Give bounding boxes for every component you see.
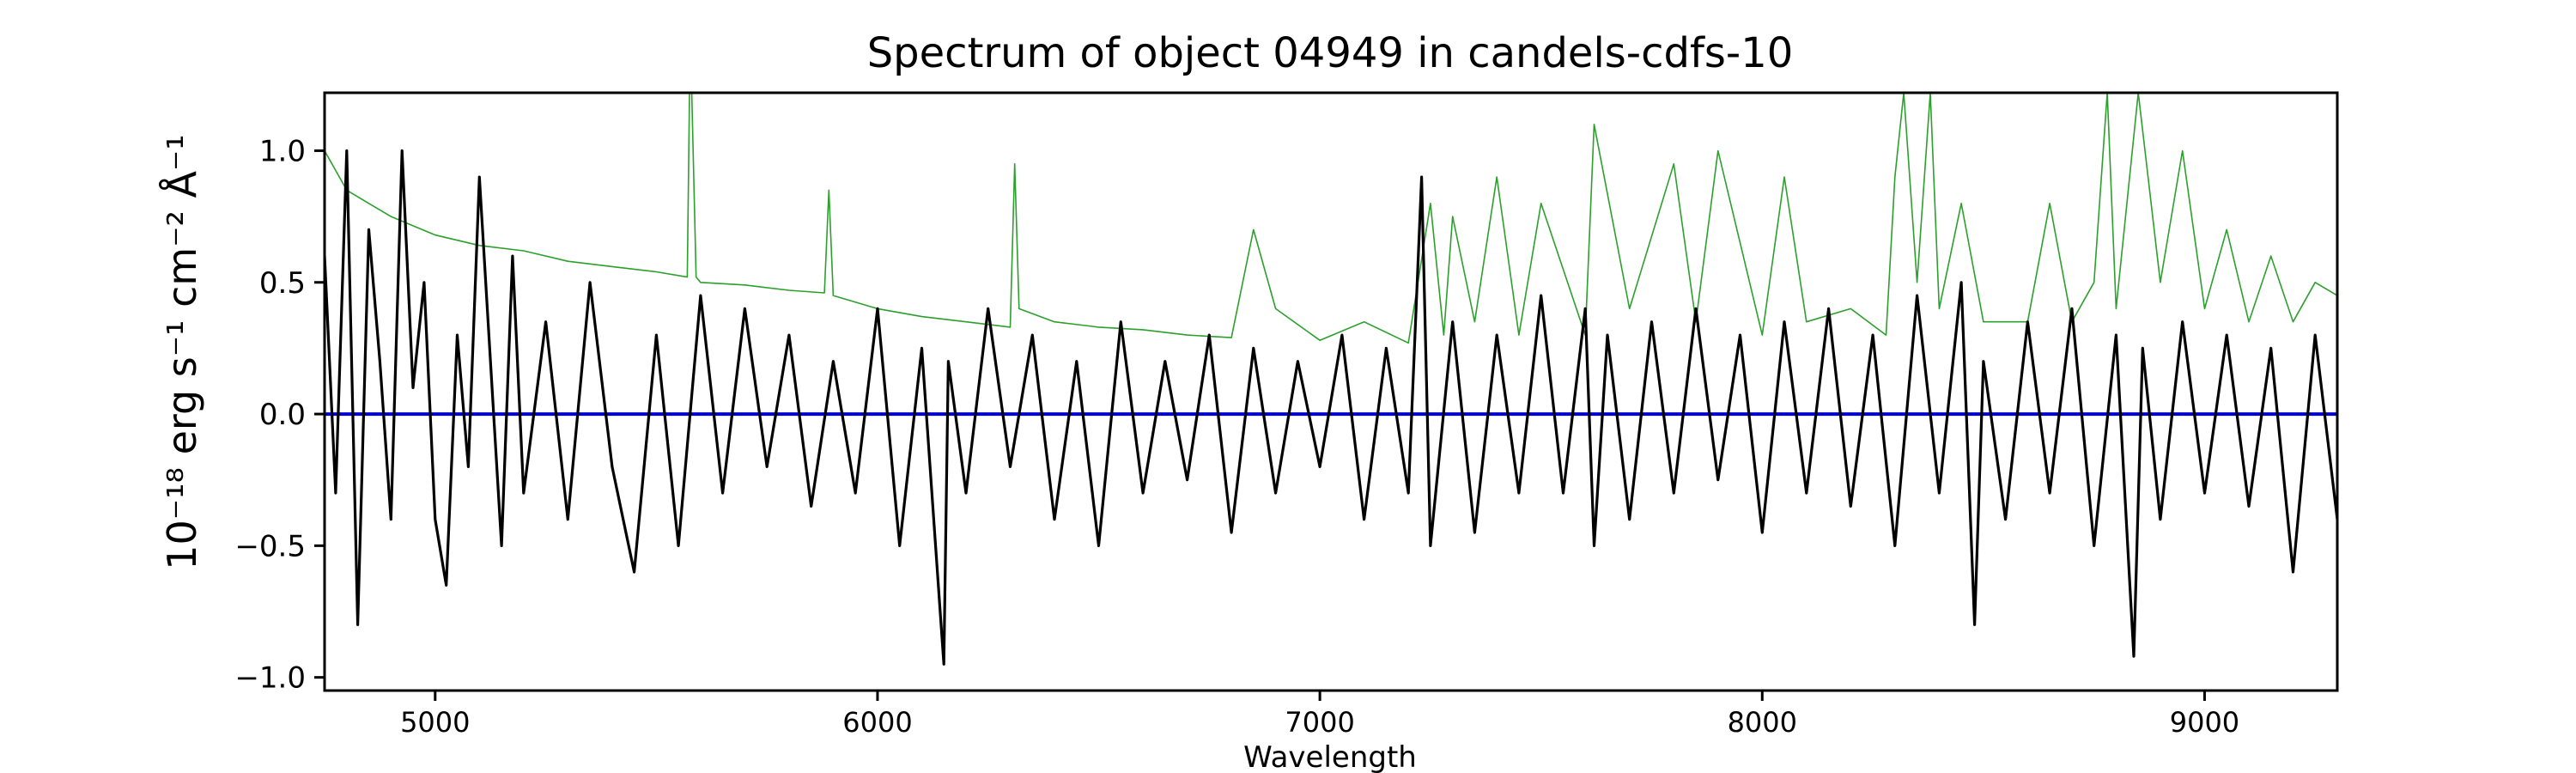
x-tick-label: 7000 bbox=[1285, 706, 1354, 739]
series-line-flux bbox=[325, 149, 2337, 666]
series-layer bbox=[325, 93, 2337, 666]
y-tick-label: 0.5 bbox=[259, 266, 306, 301]
y-tick-label: −0.5 bbox=[234, 529, 306, 563]
x-axis-ticks: 5000 6000 7000 8000 9000 bbox=[400, 691, 2239, 739]
x-tick-label: 9000 bbox=[2170, 706, 2239, 739]
y-axis-label: 10⁻¹⁸ erg s⁻¹ cm⁻² Å⁻¹ bbox=[159, 134, 205, 569]
series-line-error bbox=[325, 93, 2337, 344]
chart-title: Spectrum of object 04949 in candels-cdfs… bbox=[867, 29, 1794, 77]
x-tick-label: 5000 bbox=[400, 706, 470, 739]
x-tick-label: 8000 bbox=[1728, 706, 1797, 739]
y-tick-label: 0.0 bbox=[259, 398, 306, 432]
x-tick-label: 6000 bbox=[842, 706, 912, 739]
y-axis-ticks: −1.0 −0.5 0.0 0.5 1.0 bbox=[234, 134, 325, 696]
x-axis-label: Wavelength bbox=[1243, 740, 1417, 773]
y-tick-label: 1.0 bbox=[259, 134, 306, 168]
y-tick-label: −1.0 bbox=[234, 661, 306, 696]
plot-frame bbox=[323, 91, 2339, 692]
